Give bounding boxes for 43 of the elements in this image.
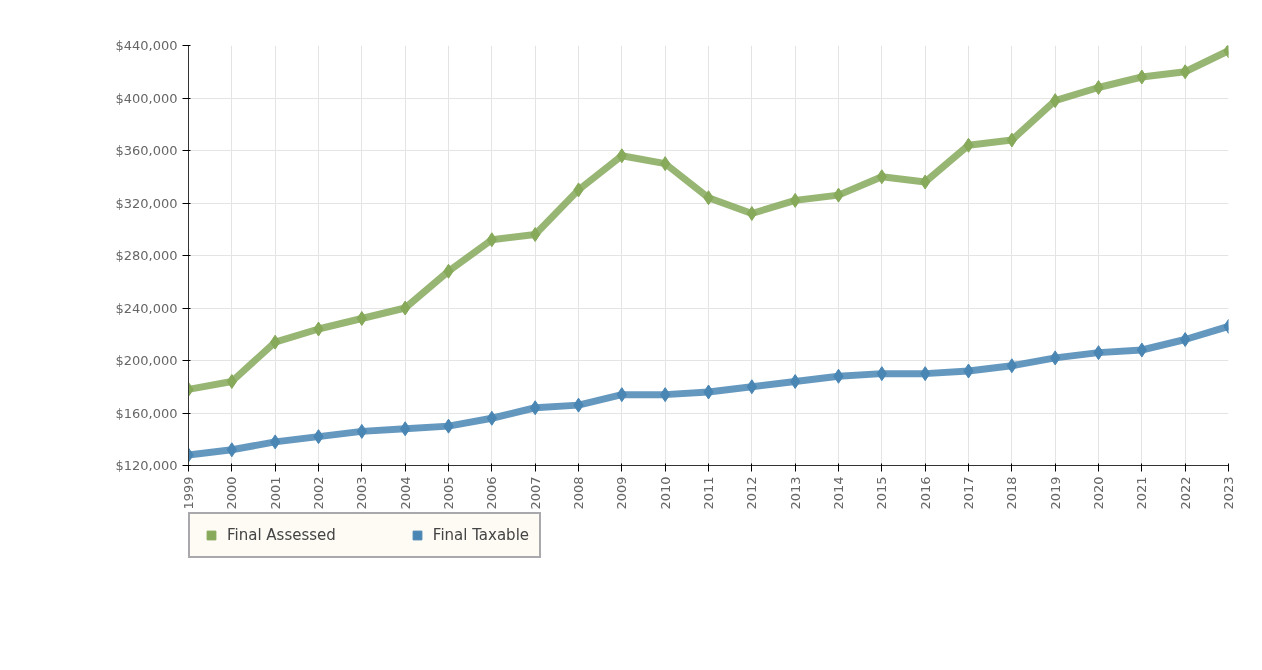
x-tick-label: 2022	[1177, 476, 1193, 510]
y-tick-label: $200,000	[115, 353, 178, 368]
x-tick-label: 2020	[1091, 476, 1106, 510]
x-tick-label: 2002	[311, 476, 326, 510]
x-tick-label: 2009	[614, 476, 630, 510]
x-tick-label: 2014	[831, 476, 846, 510]
x-tick-label: 2017	[961, 476, 976, 510]
point	[1180, 332, 1191, 347]
x-tick-label: 2015	[874, 476, 890, 510]
x-tick-label: 2000	[224, 476, 240, 510]
x-tick-label: 2021	[1134, 476, 1150, 510]
x-tick-label: 1999	[181, 476, 196, 510]
x-tick-label: 2004	[397, 476, 413, 510]
x-tick-label: 2019	[1047, 476, 1063, 510]
legend-label: Final Assessed	[227, 526, 336, 544]
x-tick-label: 2001	[267, 476, 283, 510]
point	[356, 311, 367, 326]
y-tick-label: $120,000	[115, 458, 178, 473]
x-tick-label: 2013	[787, 476, 803, 510]
point	[530, 227, 541, 242]
y-tick-label: $160,000	[115, 405, 178, 421]
x-tick-label: 2005	[441, 476, 456, 510]
x-tick-label: 2010	[657, 476, 673, 510]
y-tick-label: $280,000	[115, 248, 178, 263]
y-tick-label: $360,000	[115, 143, 178, 158]
x-tick-label: 2003	[354, 476, 370, 510]
point	[746, 206, 757, 221]
x-tick-label: 2012	[744, 476, 760, 510]
y-tick-label: $400,000	[115, 90, 178, 106]
x-tick-label: 2006	[484, 476, 500, 510]
y-tick-label: $240,000	[115, 300, 178, 316]
x-tick-label: 2016	[917, 476, 933, 510]
x-tick-label: 2018	[1004, 476, 1020, 510]
y-tick-label: $320,000	[115, 195, 178, 211]
x-tick-label: 2011	[701, 476, 716, 510]
point	[1093, 80, 1104, 95]
x-tick-label: 2023	[1221, 476, 1236, 510]
legend-label: Final Taxable	[432, 526, 530, 544]
point	[790, 374, 801, 389]
point	[226, 374, 237, 389]
x-tick-label: 2008	[571, 476, 586, 510]
y-tick-label: $440,000	[115, 38, 178, 53]
x-tick-label: 2007	[527, 476, 543, 510]
